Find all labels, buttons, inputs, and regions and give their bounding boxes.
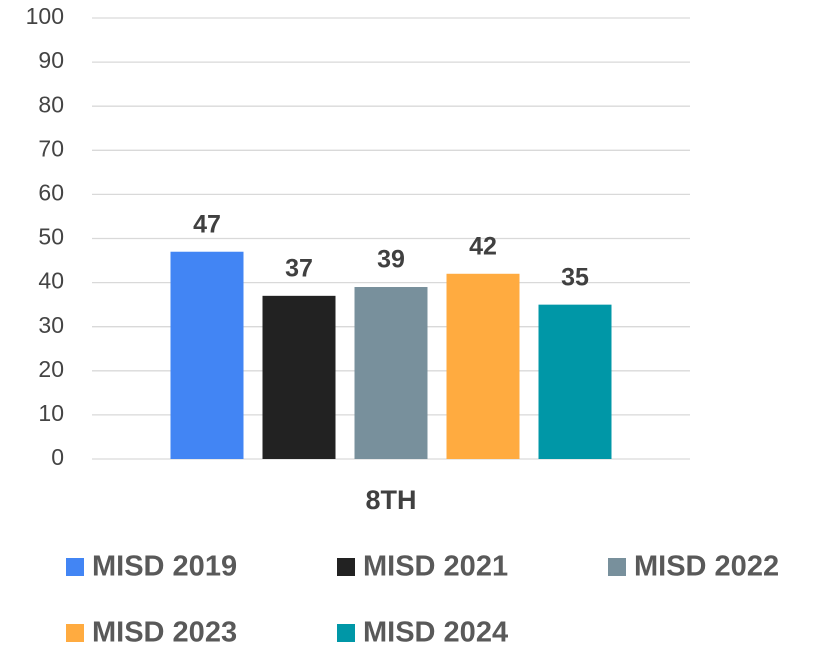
y-tick-label: 80 <box>38 91 64 117</box>
y-tick-label: 90 <box>38 47 64 73</box>
data-label: 35 <box>561 263 589 291</box>
bar <box>446 273 520 459</box>
y-tick-label: 20 <box>38 356 64 382</box>
legend-label: MISD 2021 <box>363 551 508 583</box>
legend-label: MISD 2024 <box>363 617 508 649</box>
y-tick-label: 60 <box>38 179 64 205</box>
y-tick-label: 30 <box>38 312 64 338</box>
legend-label: MISD 2019 <box>92 551 237 583</box>
legend-swatch <box>608 558 626 576</box>
y-tick-label: 40 <box>38 268 64 294</box>
bar <box>354 287 428 459</box>
y-tick-label: 100 <box>26 3 64 29</box>
y-tick-label: 10 <box>38 400 64 426</box>
y-tick-label: 0 <box>51 444 64 470</box>
bar <box>262 295 336 459</box>
y-tick-label: 70 <box>38 135 64 161</box>
legend-swatch <box>337 624 355 642</box>
x-tick-label: 8TH <box>365 485 416 515</box>
y-tick-label: 50 <box>38 224 64 250</box>
bar <box>538 304 612 459</box>
data-label: 47 <box>193 210 221 238</box>
legend-swatch <box>66 624 84 642</box>
legend-swatch <box>66 558 84 576</box>
legend-swatch <box>337 558 355 576</box>
bar <box>170 251 244 459</box>
data-label: 37 <box>285 254 313 282</box>
legend-label: MISD 2023 <box>92 617 237 649</box>
data-label: 42 <box>469 232 497 260</box>
data-label: 39 <box>377 246 405 274</box>
legend-label: MISD 2022 <box>634 551 779 583</box>
